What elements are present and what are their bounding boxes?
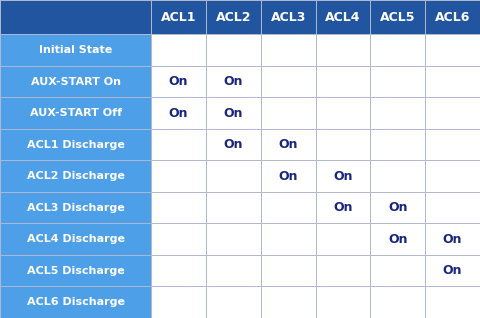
Text: ACL1 Discharge: ACL1 Discharge: [27, 140, 124, 150]
Bar: [261, 160, 316, 192]
Text: ACL1: ACL1: [161, 11, 196, 24]
Bar: [261, 224, 316, 255]
Text: ACL2: ACL2: [216, 11, 251, 24]
Bar: [371, 66, 425, 97]
Bar: [425, 192, 480, 224]
Bar: [206, 224, 261, 255]
Bar: [151, 160, 206, 192]
Bar: [316, 224, 371, 255]
Bar: [261, 0, 316, 34]
Text: AUX-START On: AUX-START On: [31, 77, 120, 86]
Bar: [371, 34, 425, 66]
Bar: [206, 192, 261, 224]
Bar: [371, 129, 425, 160]
Bar: [206, 34, 261, 66]
Bar: [151, 255, 206, 287]
Bar: [0, 224, 151, 255]
Text: ACL6: ACL6: [435, 11, 470, 24]
Text: On: On: [388, 233, 408, 246]
Text: On: On: [388, 201, 408, 214]
Text: On: On: [169, 107, 188, 120]
Text: On: On: [443, 233, 462, 246]
Bar: [425, 34, 480, 66]
Bar: [151, 287, 206, 318]
Bar: [0, 287, 151, 318]
Text: On: On: [169, 75, 188, 88]
Bar: [151, 97, 206, 129]
Bar: [206, 0, 261, 34]
Bar: [316, 34, 371, 66]
Bar: [316, 66, 371, 97]
Bar: [151, 0, 206, 34]
Bar: [206, 66, 261, 97]
Text: ACL4: ACL4: [325, 11, 361, 24]
Text: On: On: [333, 170, 353, 183]
Bar: [261, 97, 316, 129]
Bar: [425, 287, 480, 318]
Bar: [371, 97, 425, 129]
Text: ACL4 Discharge: ACL4 Discharge: [26, 234, 125, 244]
Bar: [316, 97, 371, 129]
Bar: [425, 160, 480, 192]
Bar: [425, 66, 480, 97]
Bar: [371, 160, 425, 192]
Bar: [316, 192, 371, 224]
Bar: [261, 129, 316, 160]
Bar: [0, 34, 151, 66]
Text: On: On: [278, 170, 298, 183]
Text: ACL5: ACL5: [380, 11, 416, 24]
Text: ACL6 Discharge: ACL6 Discharge: [26, 297, 125, 307]
Bar: [151, 129, 206, 160]
Text: ACL3: ACL3: [271, 11, 306, 24]
Text: ACL2 Discharge: ACL2 Discharge: [27, 171, 124, 181]
Bar: [316, 129, 371, 160]
Bar: [261, 192, 316, 224]
Bar: [371, 0, 425, 34]
Bar: [0, 192, 151, 224]
Text: ACL5 Discharge: ACL5 Discharge: [27, 266, 124, 276]
Text: On: On: [278, 138, 298, 151]
Bar: [0, 255, 151, 287]
Bar: [371, 192, 425, 224]
Bar: [0, 66, 151, 97]
Text: On: On: [224, 107, 243, 120]
Bar: [261, 287, 316, 318]
Bar: [151, 34, 206, 66]
Bar: [425, 97, 480, 129]
Text: On: On: [224, 75, 243, 88]
Bar: [206, 287, 261, 318]
Bar: [425, 224, 480, 255]
Text: On: On: [443, 264, 462, 277]
Bar: [316, 0, 371, 34]
Bar: [0, 97, 151, 129]
Bar: [0, 0, 151, 34]
Bar: [261, 255, 316, 287]
Bar: [261, 34, 316, 66]
Bar: [316, 160, 371, 192]
Text: Initial State: Initial State: [39, 45, 112, 55]
Bar: [371, 255, 425, 287]
Bar: [0, 160, 151, 192]
Bar: [316, 287, 371, 318]
Bar: [316, 255, 371, 287]
Bar: [206, 97, 261, 129]
Text: ACL3 Discharge: ACL3 Discharge: [27, 203, 124, 213]
Bar: [371, 224, 425, 255]
Text: On: On: [224, 138, 243, 151]
Bar: [151, 224, 206, 255]
Bar: [206, 160, 261, 192]
Bar: [261, 66, 316, 97]
Bar: [206, 255, 261, 287]
Bar: [0, 129, 151, 160]
Text: On: On: [333, 201, 353, 214]
Bar: [206, 129, 261, 160]
Bar: [425, 129, 480, 160]
Text: AUX-START Off: AUX-START Off: [30, 108, 121, 118]
Bar: [151, 192, 206, 224]
Bar: [371, 287, 425, 318]
Bar: [425, 255, 480, 287]
Bar: [425, 0, 480, 34]
Bar: [151, 66, 206, 97]
